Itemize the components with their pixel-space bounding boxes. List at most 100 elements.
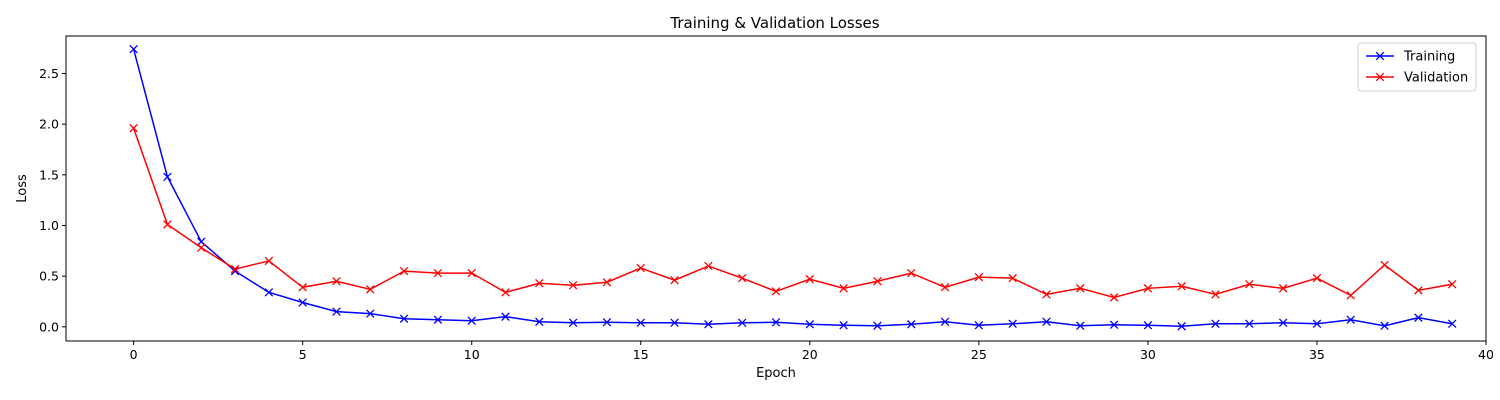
x-tick-label: 40 [1478, 347, 1494, 362]
data-point-training [1346, 315, 1356, 324]
series-line-validation [132, 127, 1453, 299]
x-tick-label: 5 [299, 347, 307, 362]
data-point-validation [1414, 286, 1423, 295]
data-point-training [501, 312, 510, 321]
data-point-validation [1076, 284, 1085, 293]
y-tick-label: 0.0 [39, 319, 59, 334]
data-point-training [366, 309, 375, 318]
data-point-validation [399, 266, 409, 276]
x-tick-label: 20 [802, 347, 818, 362]
y-tick-label: 1.0 [39, 218, 59, 233]
series-line-training [132, 48, 1453, 328]
data-point-validation [467, 268, 476, 278]
data-point-training [264, 288, 274, 297]
legend-marker-training [1375, 51, 1385, 61]
data-point-training [332, 307, 341, 316]
data-point-training [636, 318, 646, 328]
data-point-training [1245, 319, 1254, 329]
data-point-training [1414, 313, 1423, 322]
chart-title: Training & Validation Losses [669, 14, 879, 32]
data-point-validation [771, 287, 781, 296]
data-point-validation [332, 276, 341, 286]
x-tick-label: 15 [633, 347, 649, 362]
data-point-training [839, 321, 848, 330]
data-point-validation [535, 278, 544, 288]
y-tick-label: 2.0 [39, 117, 59, 132]
x-tick-label: 30 [1140, 347, 1156, 362]
data-point-validation [501, 288, 510, 297]
y-axis-label: Loss [15, 174, 30, 203]
data-point-validation [1177, 282, 1186, 291]
data-point-training [433, 315, 443, 324]
data-point-training [535, 317, 544, 327]
x-tick-label: 10 [464, 347, 480, 362]
data-point-validation [940, 283, 950, 292]
data-point-training [974, 321, 984, 330]
data-point-training [568, 318, 578, 328]
data-point-training [771, 317, 781, 327]
data-point-training [873, 321, 882, 331]
data-point-validation [230, 264, 240, 274]
data-point-training [1211, 319, 1220, 329]
data-point-training [1076, 321, 1085, 331]
data-point-validation [163, 220, 172, 229]
data-point-training [298, 298, 307, 307]
y-tick-label: 2.5 [39, 66, 59, 81]
data-point-validation [129, 123, 138, 133]
data-point-validation [737, 273, 747, 283]
data-point-validation [636, 263, 646, 273]
data-point-training [906, 320, 916, 329]
data-point-training [737, 318, 747, 328]
data-point-validation [1312, 273, 1322, 283]
data-point-training [1109, 320, 1119, 330]
data-point-validation [298, 283, 307, 292]
x-tick-label: 25 [971, 347, 987, 362]
data-point-validation [1278, 284, 1288, 293]
data-point-validation [873, 276, 882, 286]
data-point-training [602, 317, 612, 327]
data-point-validation [1380, 260, 1389, 270]
data-point-validation [264, 256, 274, 266]
data-point-validation [1042, 290, 1051, 299]
series-training [129, 44, 1457, 331]
data-point-training [670, 318, 679, 328]
data-point-validation [196, 243, 206, 253]
data-point-validation [805, 274, 815, 284]
data-point-validation [1008, 273, 1017, 283]
data-point-validation [1245, 279, 1254, 289]
data-point-validation [1211, 290, 1220, 299]
data-point-training [1380, 321, 1389, 331]
data-point-training [129, 44, 138, 54]
data-point-validation [1143, 284, 1153, 293]
data-point-validation [906, 268, 916, 278]
data-point-training [1177, 322, 1186, 331]
data-point-validation [974, 272, 984, 282]
legend-label-validation: Validation [1404, 71, 1468, 86]
legend-label-training: Training [1403, 50, 1455, 65]
data-point-training [1143, 321, 1153, 330]
series-validation [129, 123, 1457, 302]
y-tick-label: 0.5 [39, 269, 59, 284]
data-point-training [704, 320, 713, 329]
data-point-validation [670, 275, 679, 285]
legend: Training Validation [1357, 42, 1477, 92]
legend-item-validation: Validation [1366, 71, 1468, 86]
data-point-training [940, 317, 950, 327]
data-point-validation [704, 261, 713, 271]
data-point-validation [433, 268, 443, 278]
data-point-training [399, 314, 409, 323]
x-axis-label: Epoch [756, 366, 796, 381]
legend-item-training: Training [1366, 50, 1455, 65]
data-point-training [1312, 319, 1322, 329]
data-point-training [196, 237, 206, 246]
plot-area [65, 35, 1487, 342]
data-point-validation [568, 281, 578, 290]
data-point-training [805, 320, 815, 329]
data-point-training [1042, 317, 1051, 327]
data-point-training [1008, 319, 1017, 329]
data-point-training [467, 316, 476, 325]
data-point-validation [839, 284, 848, 293]
y-tick-label: 1.5 [39, 167, 59, 182]
legend-marker-validation [1375, 72, 1385, 82]
